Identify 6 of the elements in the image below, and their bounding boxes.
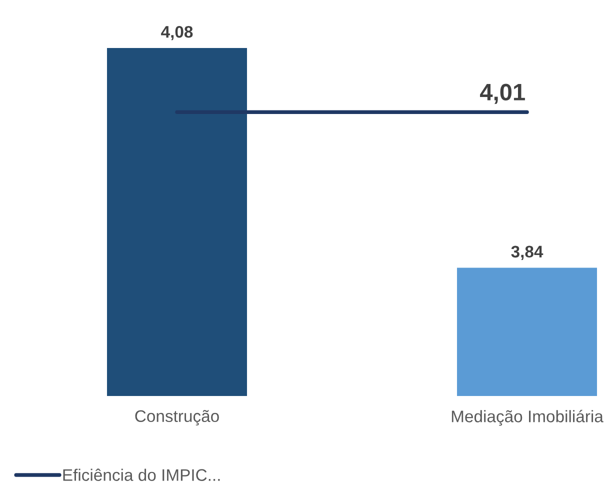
data-label: 4,01 (480, 84, 525, 104)
data-label: 3,84 (511, 246, 544, 260)
x-tick-label: Mediação Imobiliária (452, 410, 604, 426)
legend-label: Eficiência do IMPIC... (63, 468, 220, 481)
x-tick-label: Construção (135, 410, 219, 426)
data-label: 4,08 (161, 26, 193, 40)
